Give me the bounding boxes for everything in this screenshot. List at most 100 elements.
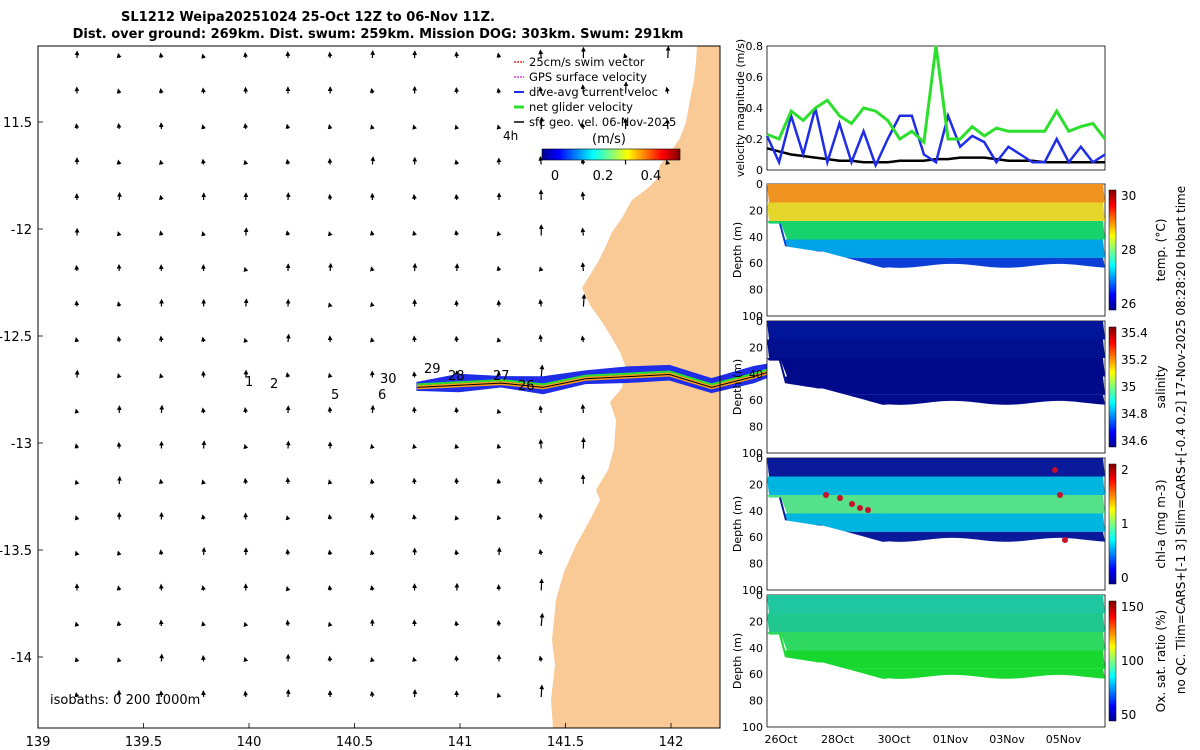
surface-velocity-arrow [623,53,628,59]
surface-velocity-arrow [158,478,164,485]
surface-velocity-arrow [117,657,122,663]
surface-velocity-arrow [370,443,375,449]
surface-velocity-arrow [454,620,460,627]
surface-velocity-arrow [201,158,206,165]
section-y-tick-label: 80 [749,695,763,708]
surface-velocity-arrow [159,404,165,414]
surface-velocity-arrow [243,159,249,165]
section-band [767,360,1105,395]
velocity-ylabel: velocity magnitude (m/s) [734,39,747,177]
surface-velocity-arrow [116,373,122,379]
surface-velocity-arrow [116,159,122,165]
surface-velocity-arrow [539,684,545,698]
legend-label: GPS surface velocity [529,70,647,84]
surface-velocity-arrow [74,337,80,343]
temperature-section: 0 20 40 60 80 100 Depth (m) 30 28 26 temp. (°C) [731,178,1168,323]
surface-velocity-arrow [370,266,375,272]
colorbar-label: temp. (°C) [1154,219,1168,282]
surface-velocity-arrow [538,298,544,307]
chla-hotspot [823,492,829,498]
surface-velocity-arrow [454,443,460,449]
track-labels: 1 2 5 630 29 28 27 26 [245,362,535,403]
surface-velocity-arrow [580,403,586,414]
section-band [767,339,1105,358]
time-x-tick-label: 30Oct [877,733,911,746]
map-x-tick-label: 140 [237,735,262,750]
surface-velocity-arrow [74,657,80,663]
map-y-tick-label: -13 [11,437,32,452]
velocity-series-line [765,107,1106,169]
section-y-tick-label: 0 [756,452,763,465]
surface-velocity-arrow [412,124,417,130]
salinity-section: 0 20 40 60 80 100 Depth (m) 35.4 35.2 35 34.8 34.6 s… [731,315,1168,460]
surface-velocity-arrow [327,585,333,591]
map-x-tick-label: 142 [659,735,684,750]
map-y-tick-label: -14 [11,651,32,666]
colorbar-title: (m/s) [592,132,626,147]
surface-velocity-arrow [116,231,122,237]
surface-velocity-arrow [327,514,333,520]
surface-velocity-arrow [158,52,164,59]
section-y-tick-label: 40 [749,231,763,244]
surface-velocity-arrow [74,123,80,130]
colorbar-tick-label: 34.8 [1121,407,1148,421]
track-day-label: 5 [331,388,339,403]
surface-velocity-arrow [74,621,80,627]
section-band [767,458,1105,477]
section-y-tick-label: 20 [749,615,763,628]
surface-velocity-arrow [370,337,375,343]
surface-velocity-arrow [243,266,249,273]
surface-velocity-arrow [580,158,586,165]
surface-velocity-arrow [285,372,291,378]
surface-velocity-arrow [369,87,375,94]
surface-velocity-arrow [116,52,122,59]
map-y-tick-label: -12 [11,223,32,238]
legend-label: sfc geo. vel. 06-Nov-2025 [529,115,676,129]
surface-velocity-arrow [369,230,375,236]
surface-velocity-arrow [412,443,417,449]
surface-velocity-arrow [158,88,164,94]
surface-velocity-arrow [496,408,502,414]
section-y-tick-label: 80 [749,284,763,297]
section-y-tick-label: 20 [749,204,763,217]
colorbar-tick-label: 35.4 [1121,326,1148,340]
map-legend: 25cm/s swim vector GPS surface velocity … [514,55,676,129]
section-y-tick-label: 40 [749,505,763,518]
surface-velocity-arrow [285,586,291,592]
title-line-2: Dist. over ground: 269km. Dist. swum: 25… [73,27,684,42]
track-day-label: 27 [493,369,510,384]
surface-velocity-arrow [370,301,375,308]
velocity-y-tick-label: 0.6 [746,71,764,84]
track-day-label: 30 [380,372,397,387]
surface-velocity-arrow [538,548,544,556]
colorbar-label: salinity [1154,365,1168,408]
section-y-tick-label: 20 [749,478,763,491]
surface-velocity-arrow [158,230,164,236]
section-y-tick-label: 80 [749,421,763,434]
surface-velocity-arrow [496,230,502,237]
chla-hotspot [1062,537,1068,543]
section-band [767,223,1105,268]
colorbar-tick-label: 26 [1121,297,1136,311]
surface-velocity-arrow [496,692,502,698]
time-x-tick-label: 26Oct [764,733,798,746]
surface-velocity-arrow [285,230,291,236]
section-y-tick-label: 60 [749,668,763,681]
section-band [767,595,1105,614]
surface-velocity-arrow [454,229,460,236]
surface-velocity-arrow [327,372,333,378]
colorbar-tick-label: 35 [1121,380,1136,394]
colorbar-tick-label: 35.2 [1121,353,1148,367]
colorbar-label: chl-a (mg m-3) [1154,479,1168,568]
surface-velocity-arrows [74,45,671,698]
chla-hotspot [865,507,871,513]
land-mass [551,46,720,728]
surface-velocity-arrow [327,124,333,130]
speed-colorbar [541,148,681,161]
surface-velocity-arrow [74,479,80,485]
surface-velocity-arrow [285,123,291,130]
surface-velocity-arrow [539,612,545,627]
title-line-1: SL1212 Weipa20251024 25-Oct 12Z to 06-No… [121,10,495,25]
colorbar-tick: 0 [551,169,559,184]
